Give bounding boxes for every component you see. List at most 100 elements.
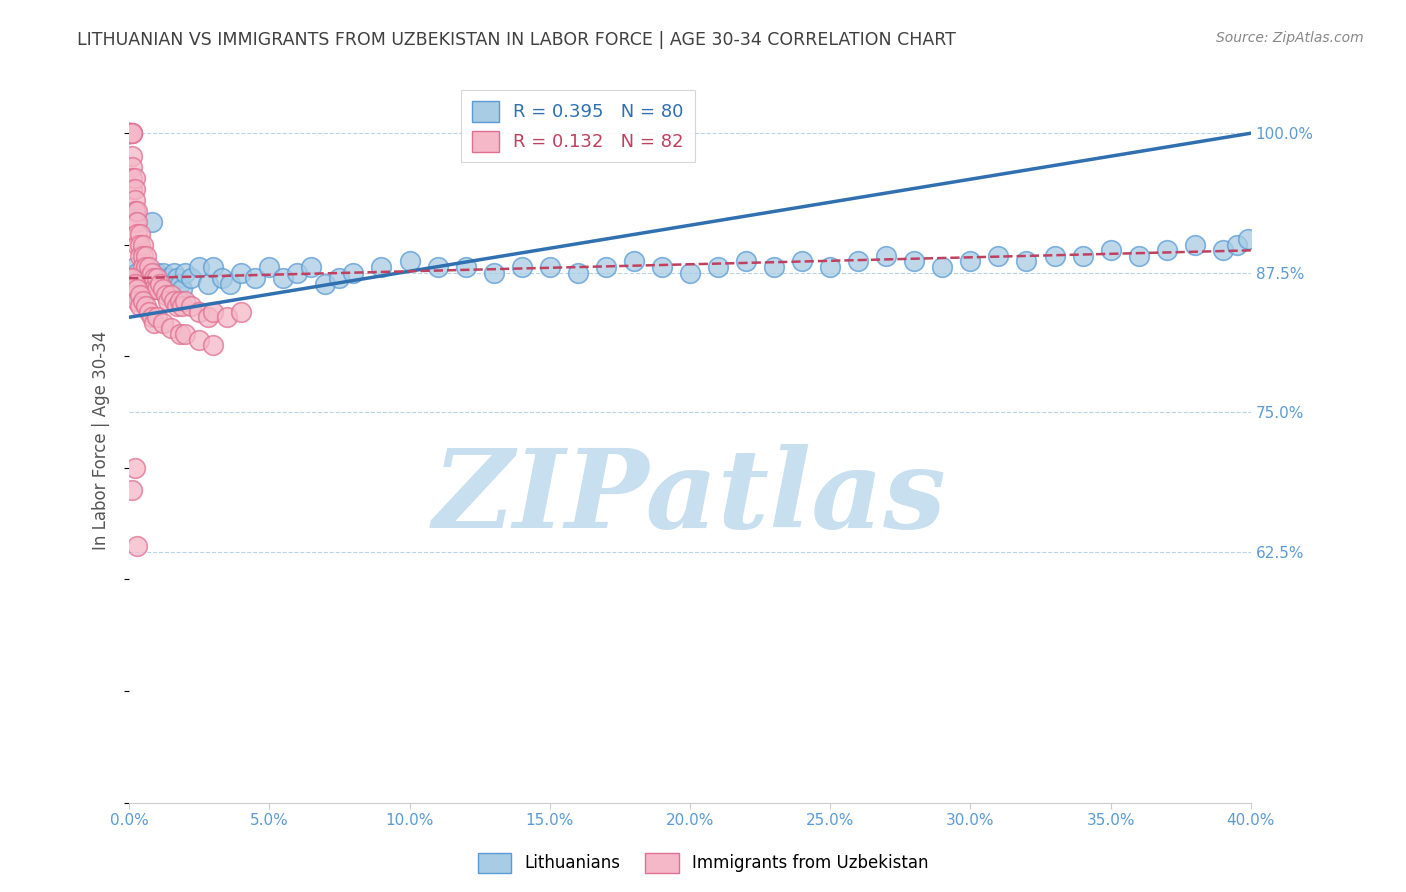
Point: [846, 254, 869, 268]
Point: [124, 260, 146, 274]
Point: [121, 126, 143, 140]
Point: [763, 260, 786, 274]
Point: [197, 277, 219, 291]
Point: [959, 254, 981, 268]
Point: [155, 288, 177, 302]
Point: [124, 204, 146, 219]
Point: [143, 271, 166, 285]
Point: [174, 293, 197, 308]
Point: [124, 170, 146, 185]
Point: [211, 271, 233, 285]
Point: [138, 271, 160, 285]
Point: [143, 282, 166, 296]
Point: [1237, 232, 1260, 246]
Point: [129, 237, 152, 252]
Point: [127, 237, 149, 252]
Point: [127, 215, 149, 229]
Point: [1015, 254, 1038, 268]
Point: [146, 282, 169, 296]
Point: [118, 126, 141, 140]
Point: [132, 237, 155, 252]
Point: [121, 126, 143, 140]
Point: [217, 310, 239, 325]
Point: [127, 288, 149, 302]
Point: [707, 260, 730, 274]
Point: [398, 254, 420, 268]
Point: [146, 266, 169, 280]
Point: [121, 271, 143, 285]
Point: [149, 271, 172, 285]
Point: [135, 299, 157, 313]
Point: [875, 249, 897, 263]
Point: [118, 282, 141, 296]
Point: [510, 260, 533, 274]
Point: [121, 483, 143, 498]
Point: [141, 277, 163, 291]
Point: [1212, 244, 1234, 258]
Point: [146, 310, 169, 325]
Point: [118, 126, 141, 140]
Point: [121, 160, 143, 174]
Point: [127, 282, 149, 296]
Point: [180, 299, 202, 313]
Point: [314, 277, 336, 291]
Point: [121, 277, 143, 291]
Point: [245, 271, 267, 285]
Point: [135, 249, 157, 263]
Point: [143, 282, 166, 296]
Point: [299, 260, 322, 274]
Point: [259, 260, 281, 274]
Point: [567, 266, 589, 280]
Point: [118, 126, 141, 140]
Point: [790, 254, 813, 268]
Point: [903, 254, 925, 268]
Point: [1043, 249, 1066, 263]
Point: [124, 461, 146, 475]
Point: [118, 271, 141, 285]
Point: [202, 338, 225, 352]
Point: [132, 249, 155, 263]
Point: [124, 193, 146, 207]
Point: [169, 277, 191, 291]
Legend: R = 0.395   N = 80, R = 0.132   N = 82: R = 0.395 N = 80, R = 0.132 N = 82: [461, 90, 695, 162]
Point: [651, 260, 673, 274]
Point: [931, 260, 953, 274]
Point: [129, 288, 152, 302]
Point: [987, 249, 1010, 263]
Point: [328, 271, 350, 285]
Point: [129, 271, 152, 285]
Point: [231, 266, 253, 280]
Point: [273, 271, 295, 285]
Point: [124, 277, 146, 291]
Point: [197, 310, 219, 325]
Point: [679, 266, 702, 280]
Y-axis label: In Labor Force | Age 30-34: In Labor Force | Age 30-34: [93, 330, 110, 549]
Point: [454, 260, 477, 274]
Point: [180, 271, 202, 285]
Point: [623, 254, 645, 268]
Text: ZIPatlas: ZIPatlas: [433, 444, 946, 552]
Point: [146, 271, 169, 285]
Point: [1071, 249, 1094, 263]
Point: [202, 260, 225, 274]
Point: [285, 266, 308, 280]
Point: [138, 304, 160, 318]
Point: [1156, 244, 1178, 258]
Point: [141, 215, 163, 229]
Point: [121, 282, 143, 296]
Point: [152, 266, 174, 280]
Legend: Lithuanians, Immigrants from Uzbekistan: Lithuanians, Immigrants from Uzbekistan: [471, 847, 935, 880]
Point: [538, 260, 561, 274]
Point: [138, 266, 160, 280]
Point: [166, 271, 188, 285]
Point: [146, 277, 169, 291]
Point: [129, 249, 152, 263]
Point: [231, 304, 253, 318]
Point: [121, 148, 143, 162]
Point: [135, 277, 157, 291]
Point: [121, 126, 143, 140]
Point: [172, 282, 194, 296]
Point: [124, 204, 146, 219]
Point: [132, 260, 155, 274]
Point: [166, 299, 188, 313]
